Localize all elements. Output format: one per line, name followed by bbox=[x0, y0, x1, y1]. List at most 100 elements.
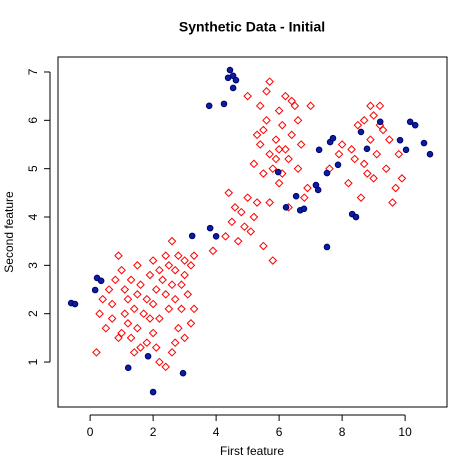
point bbox=[344, 178, 353, 188]
point bbox=[337, 140, 347, 149]
point bbox=[359, 159, 369, 169]
point bbox=[164, 261, 174, 270]
point bbox=[265, 149, 274, 159]
point bbox=[265, 77, 274, 86]
point bbox=[114, 251, 123, 260]
point bbox=[174, 323, 183, 333]
point bbox=[274, 168, 282, 176]
point bbox=[252, 198, 262, 207]
point bbox=[151, 343, 161, 352]
point bbox=[255, 140, 265, 149]
point bbox=[174, 251, 183, 260]
point bbox=[177, 304, 186, 314]
point bbox=[71, 300, 79, 308]
point bbox=[426, 150, 434, 158]
point bbox=[259, 169, 268, 178]
point bbox=[133, 323, 142, 333]
point bbox=[265, 198, 274, 207]
point bbox=[126, 333, 136, 343]
point bbox=[227, 217, 237, 227]
point bbox=[363, 169, 372, 178]
point bbox=[111, 275, 120, 285]
point bbox=[363, 145, 371, 153]
point bbox=[381, 164, 391, 173]
y-axis-title: Second feature bbox=[2, 191, 16, 273]
x-axis-title: First feature bbox=[220, 444, 284, 458]
point bbox=[232, 76, 240, 84]
point bbox=[296, 140, 306, 149]
point bbox=[183, 290, 193, 299]
point bbox=[145, 270, 155, 280]
point bbox=[391, 183, 400, 193]
point bbox=[189, 304, 199, 314]
point bbox=[161, 362, 171, 372]
point bbox=[120, 309, 130, 319]
point bbox=[323, 169, 331, 177]
point bbox=[306, 101, 315, 111]
point bbox=[293, 116, 303, 125]
point bbox=[133, 261, 142, 270]
point bbox=[98, 294, 108, 304]
point bbox=[188, 232, 196, 240]
point bbox=[226, 66, 234, 74]
point bbox=[167, 280, 177, 290]
point bbox=[240, 222, 249, 231]
point bbox=[205, 102, 213, 110]
point bbox=[329, 134, 337, 142]
point bbox=[107, 314, 117, 323]
point bbox=[229, 84, 237, 92]
point bbox=[255, 101, 265, 111]
point bbox=[233, 236, 243, 246]
point bbox=[287, 130, 297, 140]
point bbox=[180, 256, 189, 265]
point bbox=[397, 174, 407, 183]
point bbox=[259, 241, 268, 251]
point bbox=[385, 135, 394, 144]
point bbox=[290, 101, 300, 111]
point bbox=[334, 161, 342, 169]
point bbox=[268, 164, 278, 173]
point bbox=[274, 106, 284, 115]
point bbox=[104, 285, 114, 294]
point bbox=[155, 357, 164, 367]
point bbox=[315, 146, 323, 154]
point bbox=[378, 125, 388, 135]
point bbox=[136, 280, 145, 290]
point bbox=[281, 91, 290, 101]
point bbox=[161, 251, 171, 260]
y-tick-label: 3 bbox=[26, 262, 40, 269]
point bbox=[123, 319, 133, 328]
point bbox=[155, 265, 164, 275]
point bbox=[372, 149, 382, 159]
point bbox=[394, 149, 404, 159]
point bbox=[107, 299, 117, 309]
point bbox=[145, 314, 155, 323]
point bbox=[282, 204, 290, 211]
point bbox=[220, 100, 228, 108]
y-tick-label: 6 bbox=[26, 117, 40, 124]
point bbox=[149, 388, 157, 396]
point bbox=[369, 174, 378, 183]
point bbox=[170, 338, 180, 348]
y-tick-label: 4 bbox=[26, 213, 40, 220]
point bbox=[170, 265, 180, 275]
point bbox=[246, 227, 256, 236]
point bbox=[180, 333, 189, 343]
point bbox=[92, 348, 101, 357]
point bbox=[126, 275, 136, 285]
point bbox=[268, 256, 278, 265]
plot-frame bbox=[57, 56, 448, 408]
chart-title: Synthetic Data - Initial bbox=[179, 19, 325, 35]
point bbox=[144, 352, 152, 360]
point bbox=[237, 207, 246, 217]
point bbox=[277, 120, 287, 130]
point bbox=[117, 265, 126, 275]
point bbox=[142, 294, 152, 304]
point bbox=[243, 91, 252, 101]
point bbox=[352, 213, 360, 221]
point bbox=[133, 290, 142, 299]
point bbox=[262, 116, 271, 125]
point bbox=[271, 154, 281, 164]
x-tick-label: 0 bbox=[87, 425, 94, 439]
